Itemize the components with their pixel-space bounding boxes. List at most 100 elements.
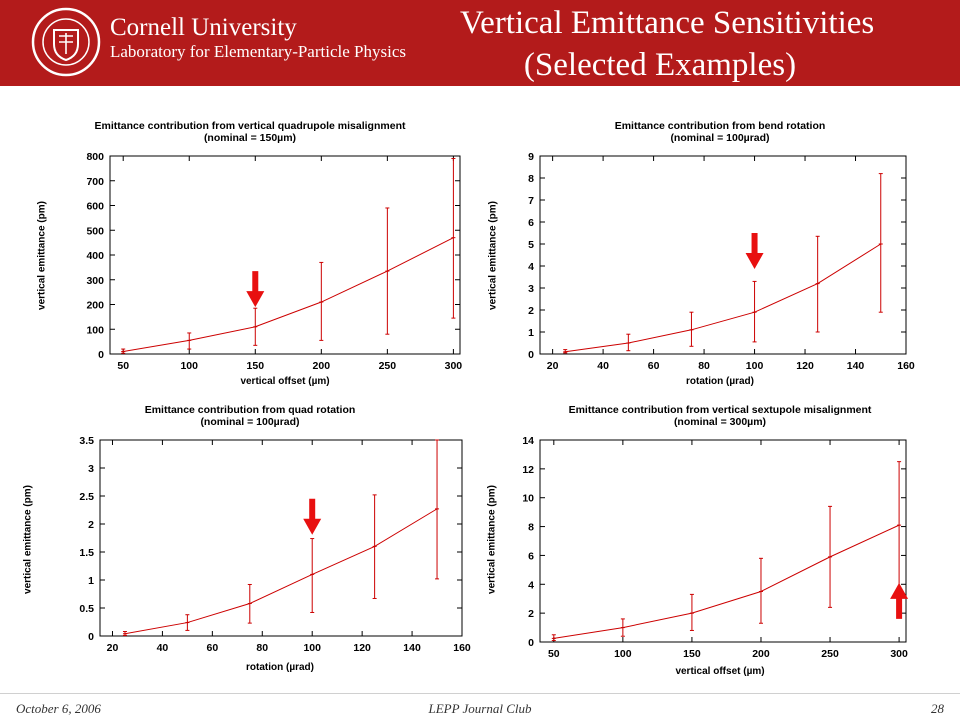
chart-plot-area: 20 40 60 80 100 120 140 160 0 1 2 3 4 5 6 7 8 9: [528, 151, 915, 372]
x-tick-label: 150: [683, 648, 701, 660]
up-arrow-icon: [890, 582, 909, 619]
plot-frame: [539, 155, 907, 355]
series-line: [565, 243, 882, 353]
y-tick-label: 6: [528, 550, 534, 562]
page-number: 28: [931, 701, 944, 716]
x-tick-label: 200: [313, 360, 331, 372]
x-axis-label: rotation (µrad): [686, 376, 754, 387]
lab-name: Laboratory for Elementary-Particle Physi…: [110, 42, 406, 61]
chart-plot-area: 50 100 150 200 250 300 0 100 200 300 400 500 600 700 8…: [86, 151, 462, 372]
y-axis-label: vertical emittance (pm): [22, 485, 34, 594]
x-tick-label: 200: [752, 648, 770, 660]
y-tick-label: 200: [86, 300, 104, 312]
chart-plot-area: 50 100 150 200 250 300 0 2 4 6 8 10 12 14: [522, 435, 909, 660]
y-tick-label: 800: [86, 151, 104, 163]
chart-subtitle: (nominal = 150µm): [203, 132, 297, 144]
series-line: [123, 237, 454, 353]
y-tick-label: 2.5: [79, 491, 94, 503]
y-tick-label: 2: [88, 519, 94, 531]
x-tick-label: 80: [256, 642, 268, 654]
x-axis-label: rotation (µrad): [246, 662, 314, 673]
x-tick-label: 160: [897, 360, 915, 372]
y-axis-label: vertical emittance (pm): [486, 485, 498, 594]
x-tick-label: 160: [453, 642, 471, 654]
x-tick-label: 140: [847, 360, 865, 372]
plot-frame: [99, 439, 463, 637]
x-tick-label: 120: [353, 642, 371, 654]
x-tick-label: 100: [303, 642, 321, 654]
y-tick-label: 0: [528, 637, 534, 649]
y-tick-label: 8: [528, 173, 534, 185]
x-axis-label: vertical offset (µm): [675, 666, 765, 677]
down-arrow-icon: [745, 233, 764, 269]
y-tick-label: 4: [528, 579, 534, 591]
series-line: [124, 508, 438, 635]
chart-quad-rotation: Emittance contribution from quad rotatio…: [20, 402, 480, 692]
y-tick-label: 3.5: [79, 435, 94, 447]
cornell-seal-icon: [31, 7, 101, 77]
y-tick-label: 5: [528, 239, 534, 251]
y-tick-label: 1: [88, 575, 94, 587]
y-tick-label: 300: [86, 275, 104, 287]
y-tick-label: 1.5: [79, 547, 94, 559]
x-tick-label: 150: [247, 360, 265, 372]
header-banner: Cornell University Laboratory for Elemen…: [0, 0, 960, 86]
x-tick-label: 250: [379, 360, 397, 372]
chart-sextupole-misalignment: Emittance contribution from vertical sex…: [486, 402, 950, 692]
y-tick-label: 9: [528, 151, 534, 163]
x-tick-label: 100: [746, 360, 764, 372]
slide-title-line-1: Vertical Emittance Sensitivities: [460, 5, 875, 41]
x-tick-label: 100: [614, 648, 632, 660]
x-axis-label: vertical offset (µm): [240, 376, 330, 387]
university-name: Cornell University: [110, 14, 297, 41]
y-tick-label: 2: [528, 608, 534, 620]
footer-date: October 6, 2006: [16, 701, 101, 716]
y-tick-label: 4: [528, 261, 534, 273]
y-tick-label: 6: [528, 217, 534, 229]
chart-subtitle: (nominal = 300µm): [673, 416, 767, 428]
slide-title-line-2: (Selected Examples): [523, 47, 797, 83]
down-arrow-icon: [246, 271, 265, 308]
y-tick-label: 100: [86, 324, 104, 336]
x-tick-label: 300: [890, 648, 908, 660]
chart-title: Emittance contribution from vertical sex…: [568, 404, 872, 416]
y-tick-label: 0: [98, 349, 104, 361]
y-tick-label: 0: [528, 349, 534, 361]
y-axis-label: vertical emittance (pm): [487, 201, 499, 310]
x-tick-label: 60: [648, 360, 660, 372]
x-tick-label: 40: [157, 642, 169, 654]
y-tick-label: 7: [528, 195, 534, 207]
y-tick-label: 0: [88, 631, 94, 643]
chart-subtitle: (nominal = 100µrad): [200, 416, 300, 428]
y-tick-label: 14: [522, 435, 534, 447]
x-tick-label: 80: [698, 360, 710, 372]
y-tick-label: 1: [528, 327, 534, 339]
x-tick-label: 50: [117, 360, 129, 372]
chart-bend-rotation: Emittance contribution from bend rotatio…: [487, 118, 950, 408]
x-tick-label: 100: [180, 360, 198, 372]
x-tick-label: 250: [821, 648, 839, 660]
chart-title: Emittance contribution from vertical qua…: [94, 120, 406, 132]
y-tick-label: 12: [522, 464, 534, 476]
chart-plot-area: 20 40 60 80 100 120 140 160 0 0.5 1 1.5 2 2.5 3 3.5: [79, 435, 471, 654]
y-tick-label: 500: [86, 225, 104, 237]
chart-title: Emittance contribution from quad rotatio…: [144, 404, 356, 416]
y-tick-label: 3: [88, 463, 94, 475]
x-tick-label: 20: [547, 360, 559, 372]
chart-quad-misalignment: Emittance contribution from vertical qua…: [20, 118, 480, 408]
plot-frame: [539, 439, 907, 643]
x-tick-label: 20: [107, 642, 119, 654]
x-tick-label: 50: [548, 648, 560, 660]
y-axis-label: vertical emittance (pm): [36, 201, 48, 310]
y-tick-label: 10: [522, 493, 534, 505]
y-tick-label: 8: [528, 522, 534, 534]
y-tick-label: 400: [86, 250, 104, 262]
x-tick-label: 60: [207, 642, 219, 654]
chart-title: Emittance contribution from bend rotatio…: [614, 120, 826, 132]
y-tick-label: 0.5: [79, 603, 94, 615]
x-tick-label: 140: [403, 642, 421, 654]
x-tick-label: 40: [597, 360, 609, 372]
y-tick-label: 600: [86, 201, 104, 213]
y-tick-label: 700: [86, 176, 104, 188]
footer-divider: [0, 693, 960, 694]
